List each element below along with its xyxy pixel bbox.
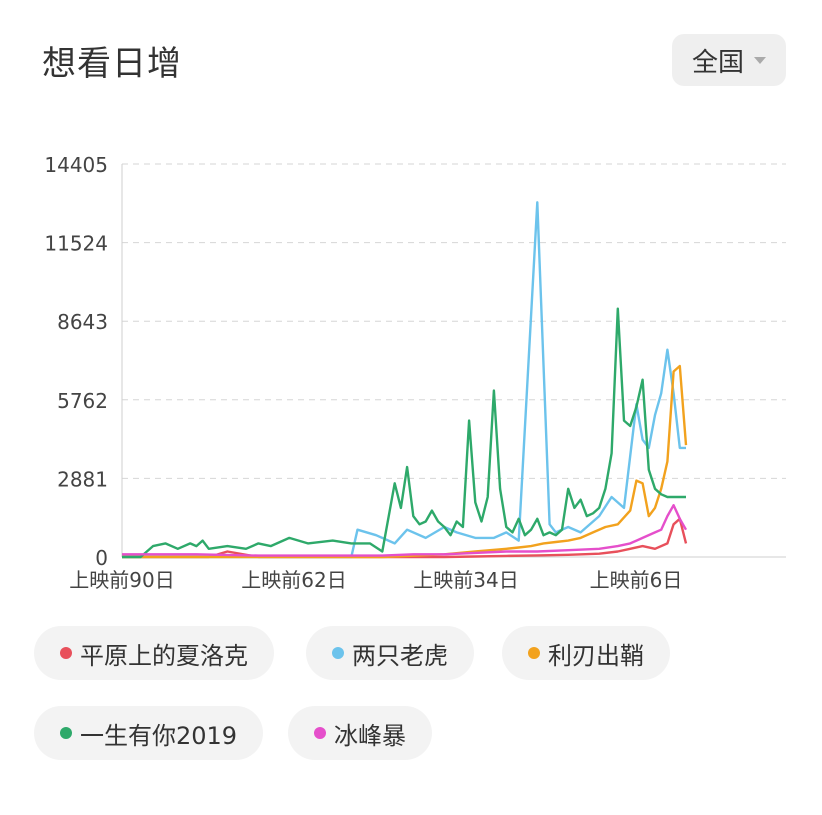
legend-item-knives-out[interactable]: 利刃出鞘	[502, 626, 670, 680]
series-line	[122, 504, 688, 557]
legend-label: 平原上的夏洛克	[80, 641, 248, 670]
legend-label: 利刃出鞘	[548, 641, 644, 670]
y-tick-label: 2881	[57, 467, 108, 491]
legend-dot	[528, 647, 540, 659]
x-tick-label: 上映前90日	[69, 568, 174, 592]
region-label: 全国	[691, 47, 744, 78]
series-line	[122, 517, 688, 559]
series-line	[122, 307, 686, 559]
legend-dot	[60, 727, 72, 739]
y-tick-label: 11524	[44, 232, 108, 256]
line-chart: 0 2881 5762 8643 11524 14405 上映前90日 上映前62日 上映前34…	[44, 153, 786, 592]
legend-label: 冰峰暴	[334, 721, 406, 750]
legend-item-plain-sherlock[interactable]: 平原上的夏洛克	[34, 626, 274, 680]
y-tick-label: 0	[95, 546, 108, 570]
y-tick-label: 14405	[44, 153, 108, 177]
legend-dot	[60, 647, 72, 659]
x-tick-label: 上映前34日	[413, 568, 518, 592]
y-tick-label: 5762	[57, 389, 108, 413]
legend-label: 一生有你2019	[80, 721, 238, 750]
legend-label: 两只老虎	[352, 641, 448, 670]
x-tick-label: 上映前6日	[590, 568, 683, 592]
series-line	[122, 364, 688, 559]
legend-item-yisheng-youni[interactable]: 一生有你2019	[34, 706, 264, 760]
legend-dot	[332, 647, 344, 659]
legend-dot	[314, 727, 326, 739]
y-tick-label: 8643	[57, 310, 108, 334]
chevron-down-icon	[754, 56, 766, 64]
legend-item-ice-storm[interactable]: 冰峰暴	[288, 706, 432, 760]
series-line	[122, 201, 686, 559]
legend-item-two-tigers[interactable]: 两只老虎	[306, 626, 474, 680]
page-title: 想看日增	[42, 44, 182, 84]
x-tick-label: 上映前62日	[241, 568, 346, 592]
region-dropdown[interactable]: 全国	[672, 34, 786, 86]
